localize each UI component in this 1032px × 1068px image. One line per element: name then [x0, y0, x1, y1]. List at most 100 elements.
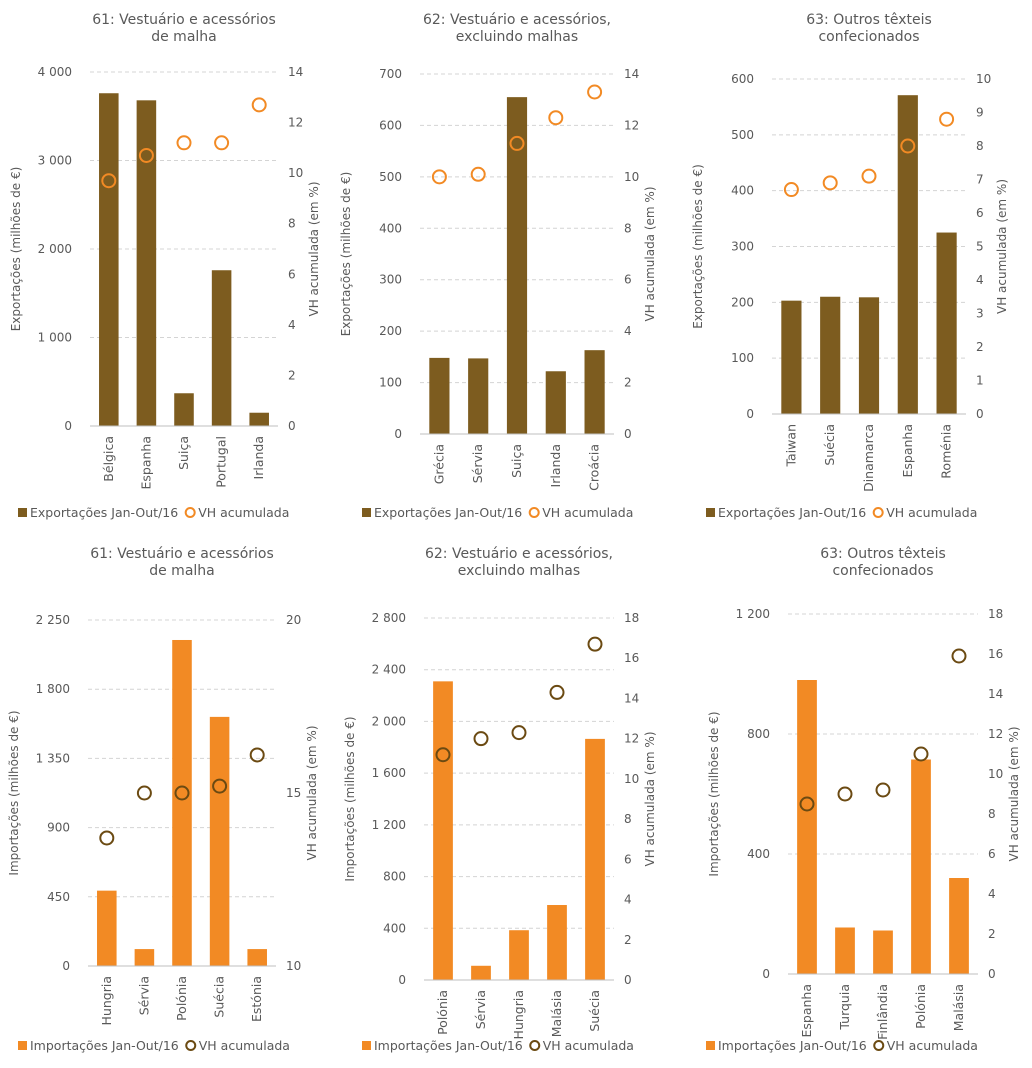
y-tick-label: 900	[47, 821, 70, 835]
category-label: Taiwan	[783, 424, 798, 468]
y-axis-label: Exportações (milhões de €)	[9, 167, 23, 332]
marker-point	[783, 182, 799, 198]
bar	[249, 412, 269, 426]
y-tick-label: 2 400	[372, 663, 406, 677]
y-tick-label: 600	[379, 118, 402, 132]
y2-axis-label: VH acumulada (em %)	[1007, 726, 1021, 861]
y2-tick-label: 20	[286, 613, 301, 627]
category-label: Suécia	[212, 976, 227, 1018]
chart-panel: 62: Vestuário e acessórios,excluindo mal…	[343, 546, 657, 1053]
y2-tick-label: 12	[624, 118, 639, 132]
marker-point	[900, 138, 916, 154]
marker-point	[549, 684, 565, 700]
legend-bar-swatch	[362, 1041, 371, 1050]
y2-axis-label: VH acumulada (em %)	[307, 181, 321, 316]
marker-point	[249, 747, 265, 763]
y2-tick-label: 14	[288, 65, 303, 79]
category-label: Portugal	[214, 436, 229, 488]
y-tick-label: 450	[47, 890, 70, 904]
y-tick-label: 400	[747, 847, 770, 861]
bar	[99, 93, 119, 427]
bar	[471, 965, 491, 980]
y-axis-label: Importações (milhões de €)	[707, 711, 721, 876]
category-label: Roménia	[939, 424, 954, 479]
y-tick-label: 200	[379, 324, 402, 338]
y-tick-label: 0	[746, 407, 754, 421]
chart-title: excluindo malhas	[458, 563, 580, 579]
marker-point	[837, 786, 853, 802]
chart-title: 62: Vestuário e acessórios,	[423, 12, 611, 28]
y2-tick-label: 8	[624, 221, 632, 235]
chart-title: 63: Outros têxteis	[806, 12, 932, 28]
legend-bar-swatch	[362, 508, 371, 517]
y-tick-label: 400	[379, 221, 402, 235]
bar	[949, 878, 969, 974]
y2-tick-label: 2	[976, 340, 984, 354]
category-label: Hungria	[99, 976, 114, 1025]
y2-tick-label: 6	[976, 206, 984, 220]
y2-axis-label: VH acumulada (em %)	[643, 186, 657, 321]
y2-tick-label: 18	[988, 607, 1003, 621]
legend-marker-label: VH acumulada	[198, 505, 289, 520]
y2-tick-label: 10	[288, 166, 303, 180]
legend-marker-swatch	[528, 507, 540, 518]
chart-title: excluindo malhas	[456, 29, 578, 45]
legend-marker-label: VH acumulada	[886, 505, 977, 520]
y-tick-label: 800	[383, 870, 406, 884]
bar	[429, 357, 450, 434]
legend-marker-swatch	[872, 507, 884, 518]
chart-title: de malha	[151, 29, 217, 45]
category-label: Malásia	[549, 990, 564, 1037]
marker-point	[875, 782, 891, 798]
y-tick-label: 700	[379, 67, 402, 81]
y2-axis-label: VH acumulada (em %)	[995, 179, 1009, 314]
chart-title: 61: Vestuário e acessórios	[92, 12, 276, 28]
y2-axis-label: VH acumulada (em %)	[643, 731, 657, 866]
category-label: Irlanda	[251, 436, 266, 479]
y-tick-label: 1 000	[38, 331, 72, 345]
chart-panel: 62: Vestuário e acessórios,excluindo mal…	[339, 12, 657, 520]
y-tick-label: 500	[379, 170, 402, 184]
y2-tick-label: 16	[624, 651, 639, 665]
category-label: Sérvia	[473, 990, 488, 1029]
y2-tick-label: 6	[624, 273, 632, 287]
y2-tick-label: 0	[288, 419, 296, 433]
y-tick-label: 400	[731, 184, 754, 198]
marker-point	[214, 135, 230, 151]
bar	[911, 759, 931, 974]
y2-tick-label: 0	[976, 407, 984, 421]
marker-point	[99, 830, 115, 846]
chart-title: 63: Outros têxteis	[820, 546, 946, 562]
legend-bar-label: Exportações Jan-Out/16	[374, 505, 522, 520]
bar	[172, 639, 192, 966]
marker-point	[473, 731, 489, 747]
bar	[506, 97, 528, 435]
y2-tick-label: 4	[624, 893, 632, 907]
bar	[174, 393, 194, 426]
bar	[835, 927, 855, 974]
bar	[936, 232, 957, 414]
bar	[509, 930, 529, 980]
y2-tick-label: 10	[976, 72, 991, 86]
category-label: Polónia	[435, 990, 450, 1035]
category-label: Sérvia	[470, 444, 485, 483]
y-tick-label: 100	[731, 351, 754, 365]
y2-tick-label: 16	[988, 647, 1003, 661]
marker-point	[548, 110, 564, 126]
marker-point	[799, 796, 815, 812]
y-tick-label: 2 250	[36, 613, 70, 627]
y-tick-label: 400	[383, 921, 406, 935]
category-label: Suiça	[176, 436, 191, 470]
marker-point	[435, 747, 451, 763]
y2-tick-label: 14	[624, 67, 639, 81]
bar	[211, 270, 232, 426]
y-tick-label: 1 350	[36, 751, 70, 765]
y-tick-label: 0	[398, 973, 406, 987]
category-label: Polónia	[913, 984, 928, 1029]
y2-tick-label: 6	[988, 847, 996, 861]
y-axis-label: Exportações (milhões de €)	[339, 172, 353, 337]
y-tick-label: 800	[747, 727, 770, 741]
marker-point	[136, 785, 152, 801]
